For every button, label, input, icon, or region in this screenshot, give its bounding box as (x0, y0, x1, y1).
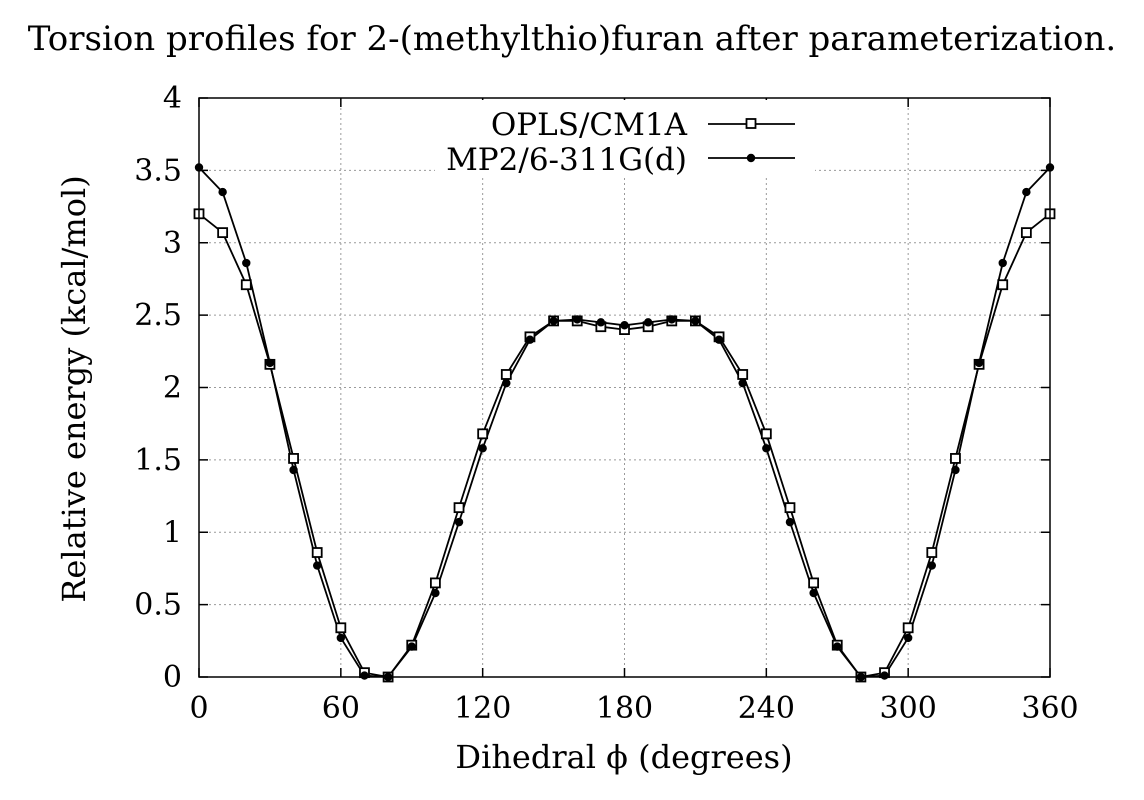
y-tick-label: 1 (163, 515, 182, 550)
data-point-mp2 (620, 321, 629, 330)
data-point-mp2 (880, 671, 889, 680)
data-point-opls (240, 279, 252, 291)
data-point-mp2 (667, 315, 676, 324)
data-point-opls (1020, 227, 1032, 239)
data-point-opls (311, 547, 323, 558)
y-tick-label: 3 (163, 226, 182, 261)
plot-frame (198, 97, 1051, 678)
data-point-mp2 (1022, 187, 1031, 197)
legend-marker-opls (745, 118, 757, 129)
data-point-mp2 (242, 258, 251, 268)
axis-ticks: 0 60 120 180 240 300 360 0 0.5 1 1.5 2 2.5 3 3.5 4 (134, 81, 1078, 726)
data-point-mp2 (218, 187, 227, 197)
x-axis-label: Dihedral ϕ (degrees) (455, 738, 792, 776)
x-tick-label: 120 (454, 691, 511, 726)
y-tick-label: 0.5 (134, 588, 182, 623)
data-point-mp2 (596, 318, 606, 327)
data-point-mp2 (265, 358, 275, 368)
data-point-mp2 (454, 517, 464, 527)
data-point-mp2 (407, 642, 416, 651)
data-point-mp2 (643, 318, 653, 327)
x-tick-label: 240 (738, 691, 795, 726)
data-point-opls (477, 428, 489, 440)
data-point-mp2 (360, 671, 369, 680)
data-point-opls (500, 369, 512, 380)
y-tick-label: 4 (163, 81, 182, 116)
data-point-mp2 (478, 444, 487, 453)
grid (199, 98, 1050, 677)
y-tick-label: 1.5 (134, 443, 182, 478)
data-point-opls (926, 547, 938, 558)
data-point-opls (453, 502, 465, 514)
data-point-opls (737, 369, 749, 380)
data-point-mp2 (289, 465, 298, 475)
y-tick-label: 2 (163, 371, 182, 406)
y-tick-label: 2.5 (134, 298, 182, 333)
data-point-opls (760, 428, 772, 440)
data-point-mp2 (974, 358, 984, 368)
legend-label-mp2: MP2/6-311G(d) (446, 142, 687, 178)
y-axis-label: Relative energy (kcal/mol) (55, 175, 93, 602)
x-tick-label: 300 (880, 691, 937, 726)
data-point-opls (288, 453, 299, 464)
data-point-mp2 (998, 258, 1007, 268)
data-point-mp2 (951, 465, 960, 475)
data-point-mp2 (336, 633, 346, 643)
data-point-opls (429, 577, 441, 589)
data-point-opls (950, 453, 961, 464)
data-point-mp2 (738, 378, 747, 388)
legend-label-opls: OPLS/CM1A (491, 107, 688, 143)
data-point-mp2 (312, 561, 322, 570)
data-point-mp2 (691, 316, 700, 326)
data-point-opls (902, 622, 914, 634)
data-point-mp2 (573, 315, 582, 324)
data-point-mp2 (431, 588, 440, 598)
x-tick-label: 0 (189, 691, 208, 726)
x-tick-label: 360 (1021, 691, 1078, 726)
data-point-opls (335, 622, 347, 634)
x-tick-label: 60 (322, 691, 360, 726)
x-tick-label: 180 (596, 691, 653, 726)
data-point-mp2 (525, 335, 535, 344)
plot-area (193, 163, 1056, 683)
y-tick-label: 3.5 (134, 153, 182, 188)
chart-title: Torsion profiles for 2-(methylthio)furan… (28, 19, 1116, 59)
y-tick-label: 0 (163, 660, 182, 695)
data-point-opls (217, 227, 229, 239)
legend-background (435, 100, 815, 178)
data-point-mp2 (833, 642, 842, 651)
data-point-mp2 (714, 335, 724, 344)
data-point-mp2 (809, 588, 818, 598)
data-point-mp2 (762, 444, 771, 453)
legend-marker-mp2 (746, 153, 756, 163)
data-point-mp2 (785, 517, 795, 527)
data-point-mp2 (502, 378, 511, 388)
legend: OPLS/CM1A MP2/6-311G(d) (435, 100, 815, 178)
data-point-opls (784, 502, 796, 514)
data-point-mp2 (549, 316, 558, 326)
data-point-opls (997, 279, 1009, 291)
data-point-opls (808, 577, 820, 589)
data-point-mp2 (927, 561, 937, 570)
data-point-mp2 (903, 633, 913, 643)
